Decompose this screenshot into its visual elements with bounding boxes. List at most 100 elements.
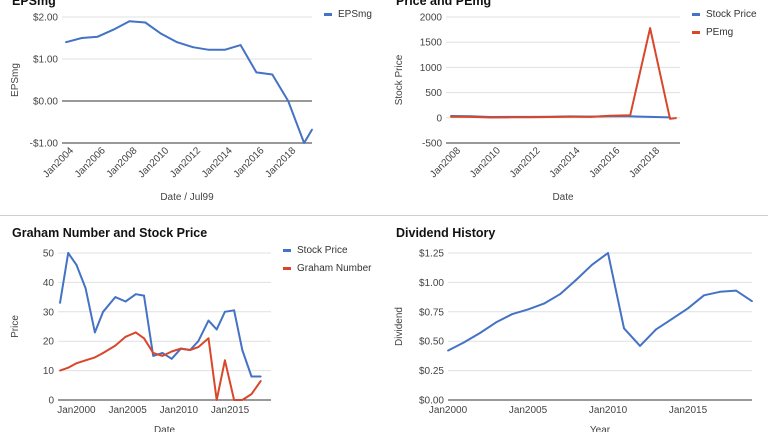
y-tick-label: 2000 (420, 13, 443, 24)
data-point (649, 27, 652, 29)
y-tick-label: 1000 (420, 63, 443, 74)
data-point (93, 331, 96, 334)
x-tick-label: Jan2014 (200, 145, 235, 180)
data-point (93, 356, 96, 359)
data-point (161, 352, 164, 354)
chart-title: EPSmg (12, 0, 56, 8)
legend-swatch (692, 31, 700, 34)
series-line (65, 20, 313, 144)
y-tick-label: 50 (43, 249, 55, 260)
data-point (549, 116, 552, 118)
series-line (59, 331, 262, 401)
data-point (233, 399, 236, 401)
data-point (124, 335, 127, 338)
x-tick-label: Jan2012 (168, 145, 203, 180)
data-point (144, 21, 147, 24)
y-tick-label: $0.75 (419, 307, 444, 318)
data-point (84, 287, 87, 290)
y-tick-label: 30 (43, 307, 55, 318)
legend-label: PEmg (706, 27, 733, 38)
x-tick-label: Jan2005 (108, 405, 147, 416)
data-point (655, 328, 657, 331)
data-point (223, 48, 226, 51)
data-point (102, 352, 104, 354)
data-point (687, 307, 689, 310)
y-tick-label: $0.25 (419, 366, 444, 377)
data-point (239, 44, 242, 47)
chart-title: Graham Number and Stock Price (12, 226, 208, 240)
x-tick-label: Jan2005 (509, 405, 548, 416)
data-point (207, 48, 210, 51)
data-point (134, 331, 137, 334)
data-point (143, 337, 145, 340)
y-tick-label: -500 (422, 139, 442, 150)
panel-divider-horizontal (0, 215, 768, 216)
eps-chart-panel: EPSmg $2.00 $1.00 $0.00 -$1.00 Jan2004 Jan200… (0, 0, 383, 215)
legend-label: Graham Number (297, 263, 372, 274)
x-axis-title: Date / Jul99 (160, 192, 214, 203)
y-tick-label: $1.25 (419, 249, 444, 260)
data-point (102, 310, 104, 313)
data-point (224, 310, 226, 313)
data-point (463, 341, 465, 344)
y-tick-label: $1.00 (33, 55, 58, 66)
y-tick-label: -$1.00 (30, 139, 59, 150)
data-point (241, 399, 244, 401)
data-point (569, 115, 572, 118)
data-point (575, 279, 577, 281)
data-point (75, 362, 78, 365)
data-point (170, 357, 173, 360)
y-axis-title: Dividend (394, 307, 405, 346)
x-axis-title: Date (552, 192, 574, 203)
data-point (65, 41, 67, 44)
y-axis-title: Stock Price (394, 54, 405, 105)
data-point (527, 308, 529, 311)
dividend-chart-panel: Dividend History $1.25 $1.00 $0.75 $0.50 $0.… (384, 216, 768, 432)
data-point (114, 344, 117, 347)
data-point (591, 263, 593, 266)
data-point (241, 349, 244, 351)
data-point (489, 116, 492, 119)
data-point (250, 393, 253, 396)
data-point (233, 309, 236, 312)
data-point (529, 116, 532, 119)
x-tick-label: Jan2008 (105, 145, 140, 180)
data-point (719, 290, 721, 293)
data-point (607, 252, 609, 254)
y-tick-label: $0.00 (33, 97, 58, 108)
x-tick-label: Jan2015 (669, 405, 708, 416)
data-point (197, 346, 200, 348)
data-point (250, 375, 253, 378)
x-tick-label: Jan2016 (587, 145, 622, 180)
legend-swatch (283, 249, 291, 252)
x-tick-label: Jan2012 (508, 145, 543, 180)
legend-label: Stock Price (706, 9, 757, 20)
x-tick-label: Jan2016 (232, 145, 267, 180)
x-tick-label: Jan2014 (548, 145, 583, 180)
data-point (649, 116, 652, 118)
data-point (623, 327, 625, 330)
data-point (161, 355, 164, 357)
data-point (311, 128, 313, 131)
data-point (67, 252, 70, 254)
x-tick-label: Jan2006 (73, 145, 108, 180)
data-point (207, 337, 210, 340)
y-axis-title: Price (10, 315, 21, 338)
data-point (259, 379, 262, 382)
data-point (176, 41, 178, 44)
y-tick-label: 0 (48, 396, 54, 407)
data-point (669, 117, 671, 120)
data-point (511, 313, 513, 316)
x-tick-label: Jan2015 (211, 405, 250, 416)
data-point (509, 116, 512, 119)
y-tick-label: $1.00 (419, 278, 444, 289)
data-point (179, 347, 182, 350)
data-point (112, 28, 115, 31)
data-point (59, 302, 61, 304)
data-point (671, 317, 673, 320)
data-point (80, 37, 83, 39)
chart-svg: $2.00$1.00$0.00-$1.00Jan2004Jan2006Jan20… (10, 9, 372, 203)
